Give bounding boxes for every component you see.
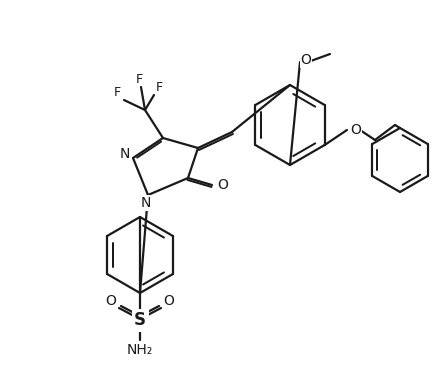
Text: NH₂: NH₂ xyxy=(127,343,153,357)
Text: F: F xyxy=(135,72,142,85)
Text: O: O xyxy=(163,294,174,308)
Text: O: O xyxy=(300,53,311,67)
Text: S: S xyxy=(134,311,146,329)
Text: O: O xyxy=(350,123,361,137)
Text: F: F xyxy=(155,80,162,93)
Text: N: N xyxy=(120,147,130,161)
Text: O: O xyxy=(218,178,229,192)
Text: O: O xyxy=(106,294,117,308)
Text: N: N xyxy=(141,196,151,210)
Text: F: F xyxy=(113,85,120,98)
